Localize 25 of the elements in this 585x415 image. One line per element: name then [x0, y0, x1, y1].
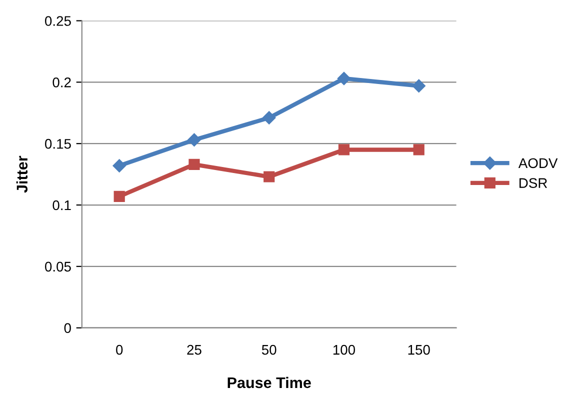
x-tick-label: 150	[408, 344, 430, 355]
legend-label: DSR	[520, 178, 548, 188]
x-tick-label: 0	[116, 344, 123, 355]
point	[264, 171, 275, 182]
point	[338, 144, 350, 156]
y-tick-label: 0	[64, 323, 71, 334]
point	[114, 190, 125, 202]
y-axis-title: Jitter	[16, 156, 28, 193]
point	[188, 158, 200, 170]
y-tick-label: 0.2	[52, 78, 71, 88]
y-tick-label: 0.1	[52, 200, 71, 210]
point	[262, 111, 276, 124]
y-tick-label: 0.05	[44, 262, 71, 272]
x-tick-label: 25	[187, 344, 202, 355]
point	[112, 159, 126, 172]
point	[337, 72, 351, 86]
legend-label: AODV	[518, 158, 558, 168]
point	[412, 79, 426, 92]
point	[413, 144, 424, 156]
point	[188, 133, 201, 146]
x-tick-label: 100	[333, 344, 356, 355]
y-tick-label: 0.15	[44, 138, 71, 149]
y-tick-label: 0.25	[44, 16, 71, 26]
x-axis-title: Pause Time	[228, 376, 311, 388]
x-tick-label: 50	[262, 344, 276, 355]
